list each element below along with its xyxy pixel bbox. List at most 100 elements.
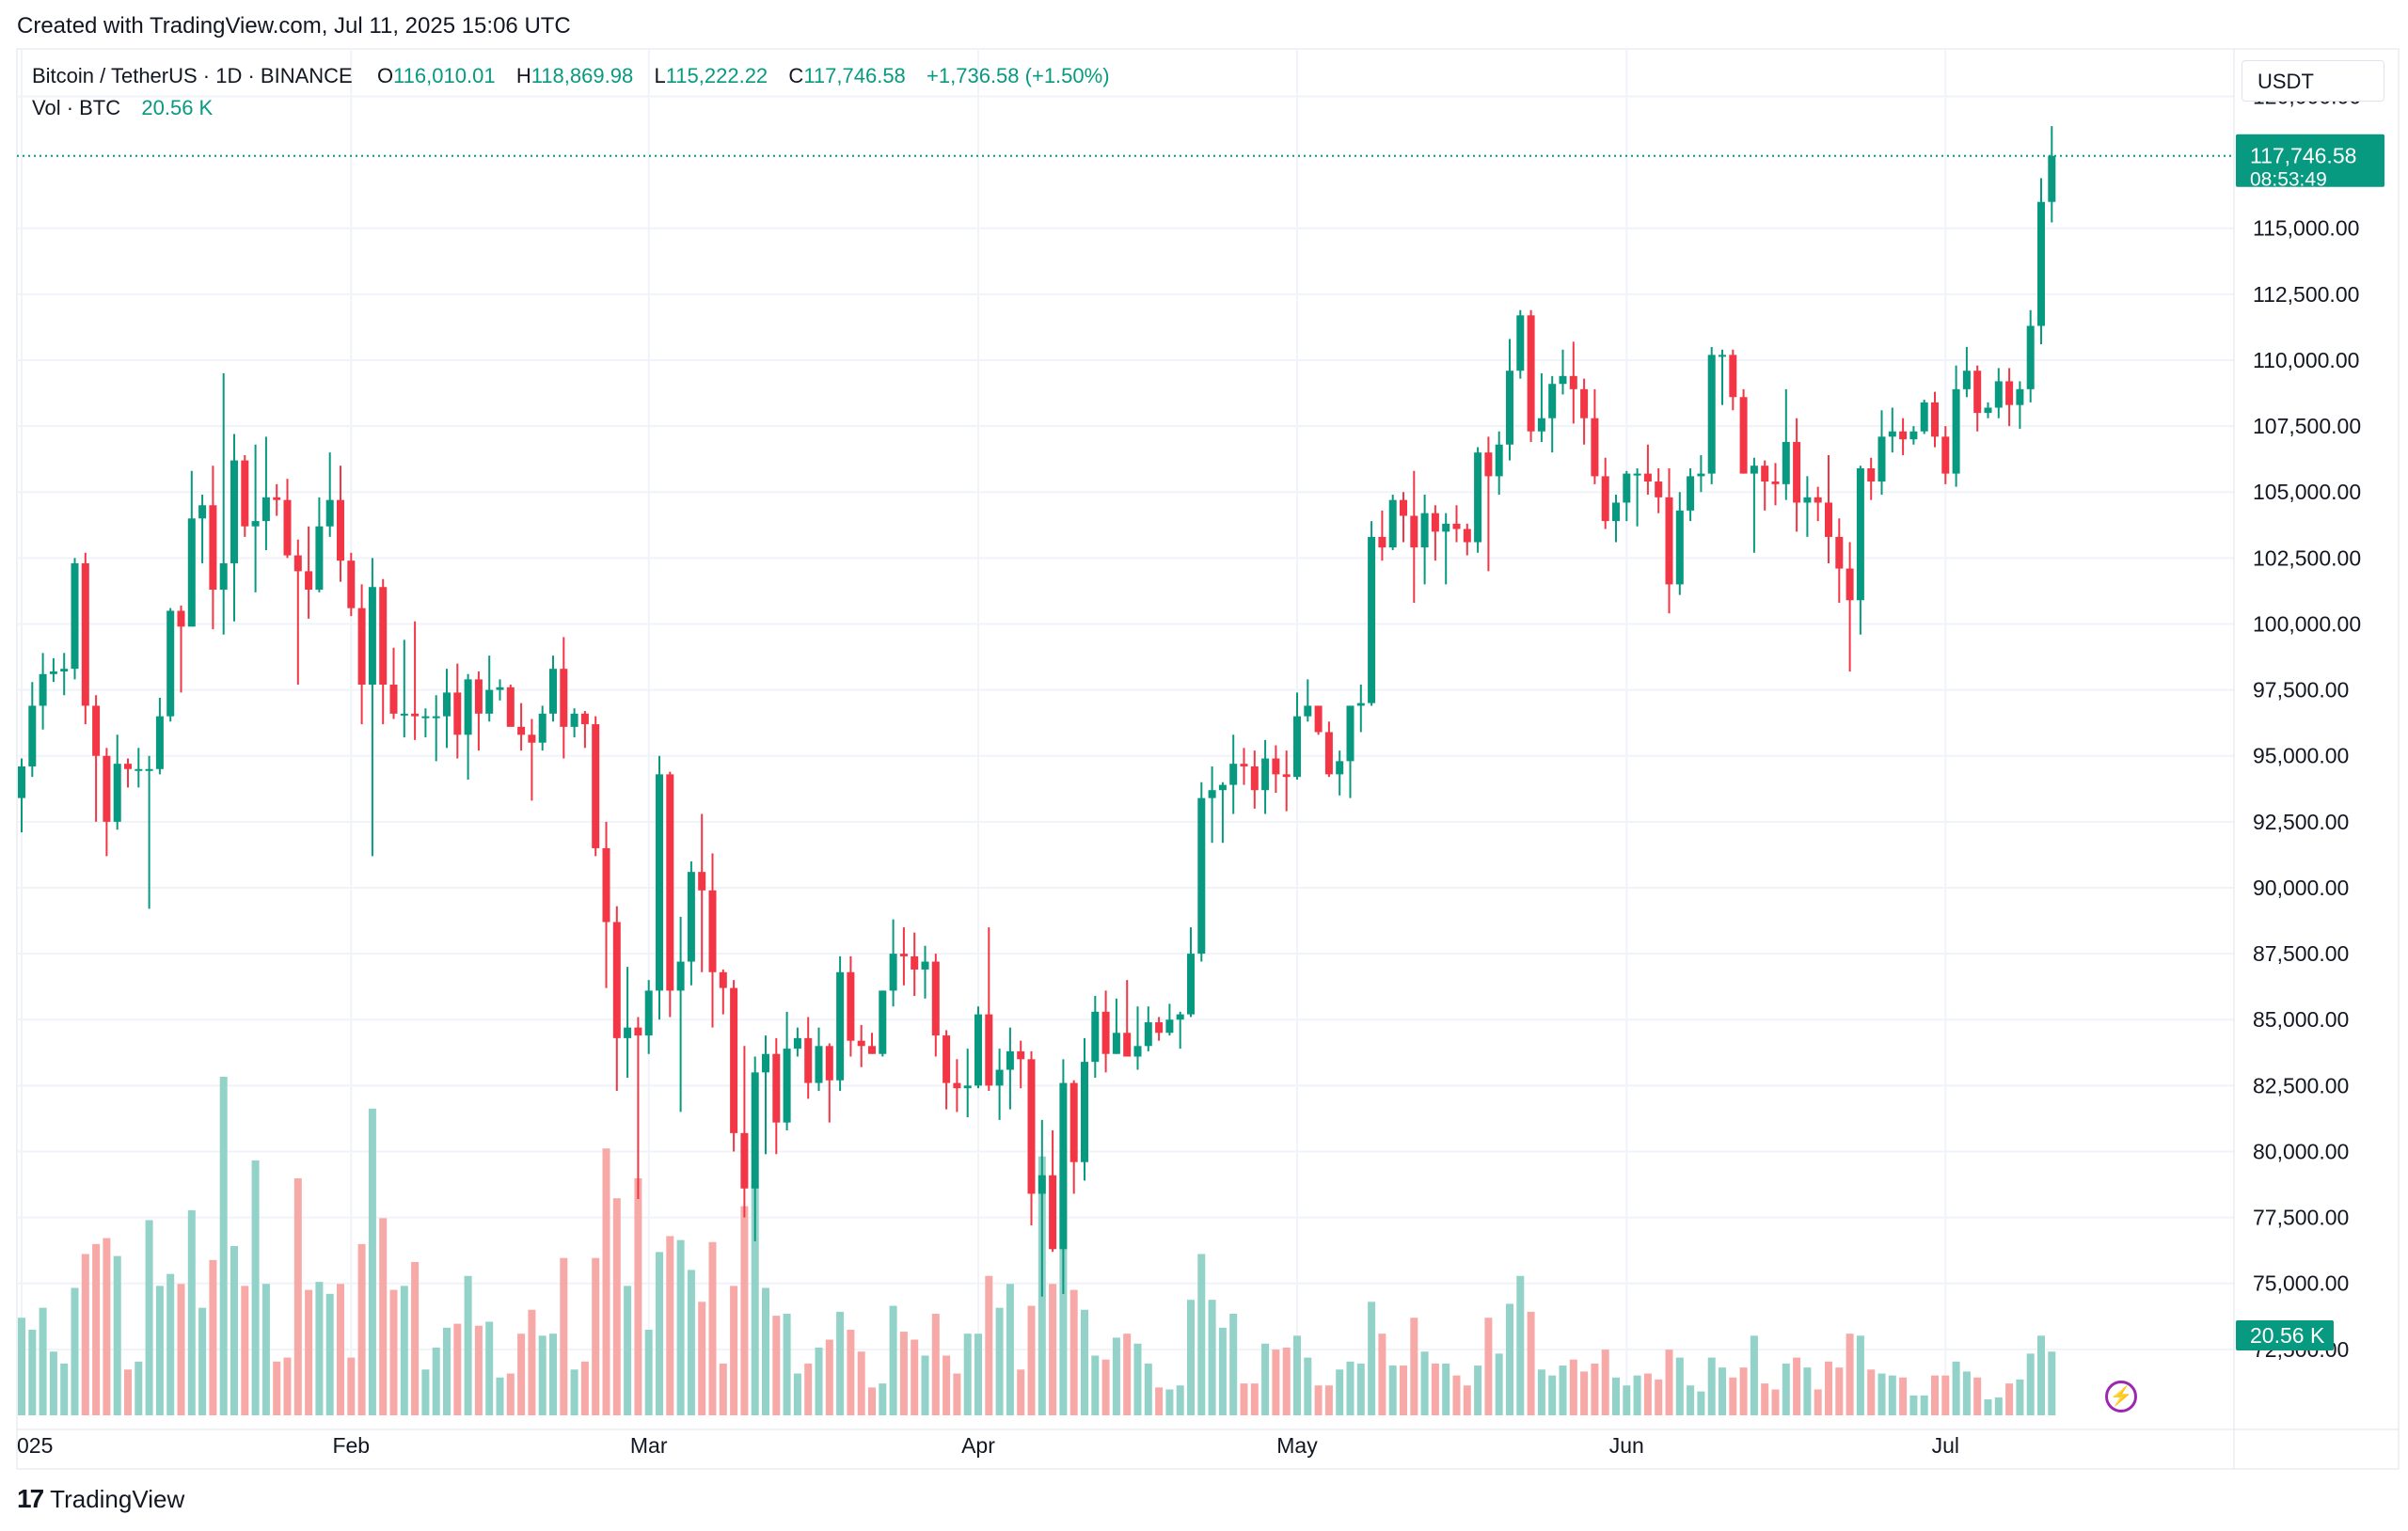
volume-bar xyxy=(1218,1327,1227,1415)
tradingview-logo-text: TradingView xyxy=(50,1484,185,1513)
candle-body xyxy=(1729,355,1737,398)
candle-body xyxy=(443,692,451,717)
volume-bar xyxy=(793,1373,801,1415)
volume-bar xyxy=(1123,1334,1132,1415)
candle-body xyxy=(1059,1082,1068,1250)
candle-body xyxy=(1165,1019,1174,1034)
volume-bar xyxy=(1984,1399,1992,1415)
volume-bar xyxy=(273,1361,281,1415)
volume-bar xyxy=(315,1282,324,1415)
candle-body xyxy=(1856,467,1864,601)
volume-bar xyxy=(1165,1389,1174,1415)
candle-body xyxy=(18,766,25,798)
candle-body xyxy=(1144,1022,1152,1047)
volume-bar xyxy=(198,1307,207,1415)
x-tick-label: Apr xyxy=(961,1433,995,1458)
volume-bar xyxy=(1081,1309,1088,1415)
volume-legend: Vol · BTC 20.56 K xyxy=(32,96,213,120)
volume-bar xyxy=(698,1302,706,1415)
lightning-icon[interactable]: ⚡ xyxy=(2105,1381,2137,1413)
candle-body xyxy=(921,961,929,970)
candle-body xyxy=(1973,371,1982,414)
candle-body xyxy=(1877,436,1886,482)
candle-body xyxy=(825,1046,833,1081)
volume-bar xyxy=(1612,1377,1620,1415)
volume-bar xyxy=(804,1363,813,1415)
volume-bar xyxy=(634,1178,642,1415)
candle-body xyxy=(113,764,121,822)
candle-body xyxy=(1623,473,1631,503)
volume-bar xyxy=(1920,1395,1928,1415)
candle-body xyxy=(124,764,132,769)
y-tick-label: 80,000.00 xyxy=(2253,1139,2349,1163)
candle-body xyxy=(1112,1033,1120,1054)
volume-bar xyxy=(1282,1348,1291,1415)
candle-body xyxy=(634,1027,642,1036)
candle-body xyxy=(1017,1050,1025,1060)
candle-body xyxy=(1400,499,1407,516)
volume-bar xyxy=(560,1257,568,1415)
candle-body xyxy=(730,987,738,1133)
currency-button[interactable]: USDT xyxy=(2242,60,2384,102)
y-tick-label: 87,500.00 xyxy=(2253,941,2349,966)
volume-bar xyxy=(879,1383,887,1415)
tradingview-logo[interactable]: 17 TradingView xyxy=(17,1484,184,1514)
volume-bar xyxy=(644,1329,653,1415)
candle-body xyxy=(1846,568,1854,601)
candle-body xyxy=(1548,384,1557,418)
volume-bar xyxy=(2048,1351,2056,1415)
candle-body xyxy=(2037,201,2045,326)
candle-body xyxy=(305,571,313,591)
volume-bar xyxy=(337,1284,344,1415)
volume-bar xyxy=(1017,1369,1025,1415)
volume-bar xyxy=(1336,1369,1344,1415)
volume-bar xyxy=(1484,1318,1493,1415)
volume-value: 20.56 K xyxy=(141,96,214,119)
volume-bar xyxy=(177,1284,185,1415)
candle-body xyxy=(1994,381,2003,408)
candle-body xyxy=(1825,502,1832,537)
volume-bar xyxy=(772,1316,781,1415)
volume-bar xyxy=(347,1357,356,1415)
volume-bar xyxy=(687,1270,695,1415)
candle-body xyxy=(389,685,398,714)
volume-bar xyxy=(241,1286,249,1415)
candle-body xyxy=(1665,497,1673,585)
volume-bar xyxy=(1133,1343,1142,1415)
volume-bar xyxy=(1356,1363,1365,1415)
volume-bar xyxy=(549,1334,557,1415)
candle-body xyxy=(995,1069,1004,1086)
volume-bar xyxy=(825,1339,833,1415)
candle-body xyxy=(1069,1082,1078,1162)
candle-body xyxy=(474,679,483,714)
candle-body xyxy=(71,562,79,670)
candle-body xyxy=(528,734,536,743)
volume-bar xyxy=(1314,1385,1323,1415)
candle-body xyxy=(261,497,270,522)
symbol-title[interactable]: Bitcoin / TetherUS · 1D · BINANCE xyxy=(32,64,353,87)
volume-bar xyxy=(1208,1300,1216,1415)
candle-body xyxy=(1250,766,1259,791)
volume-label[interactable]: Vol · BTC xyxy=(32,96,121,119)
candle-body xyxy=(411,713,420,717)
volume-bar xyxy=(305,1289,313,1415)
low-label: L xyxy=(654,64,666,87)
volume-bar xyxy=(1782,1363,1790,1415)
candle-body xyxy=(1931,402,1939,437)
volume-bar xyxy=(60,1363,69,1415)
candle-body xyxy=(1803,497,1812,503)
volume-bar xyxy=(1420,1351,1429,1415)
volume-bar xyxy=(708,1241,717,1415)
candle-body xyxy=(1368,536,1376,703)
x-tick-label: Jul xyxy=(1932,1433,1959,1458)
volume-bar xyxy=(1814,1389,1822,1415)
candle-body xyxy=(751,1072,759,1189)
candle-body xyxy=(1516,315,1525,371)
volume-bar xyxy=(1994,1397,2003,1415)
candle-body xyxy=(241,460,249,527)
volume-bar xyxy=(1516,1275,1525,1415)
candle-body xyxy=(1049,1175,1057,1250)
volume-bar xyxy=(580,1361,589,1415)
volume-bar xyxy=(113,1255,121,1415)
